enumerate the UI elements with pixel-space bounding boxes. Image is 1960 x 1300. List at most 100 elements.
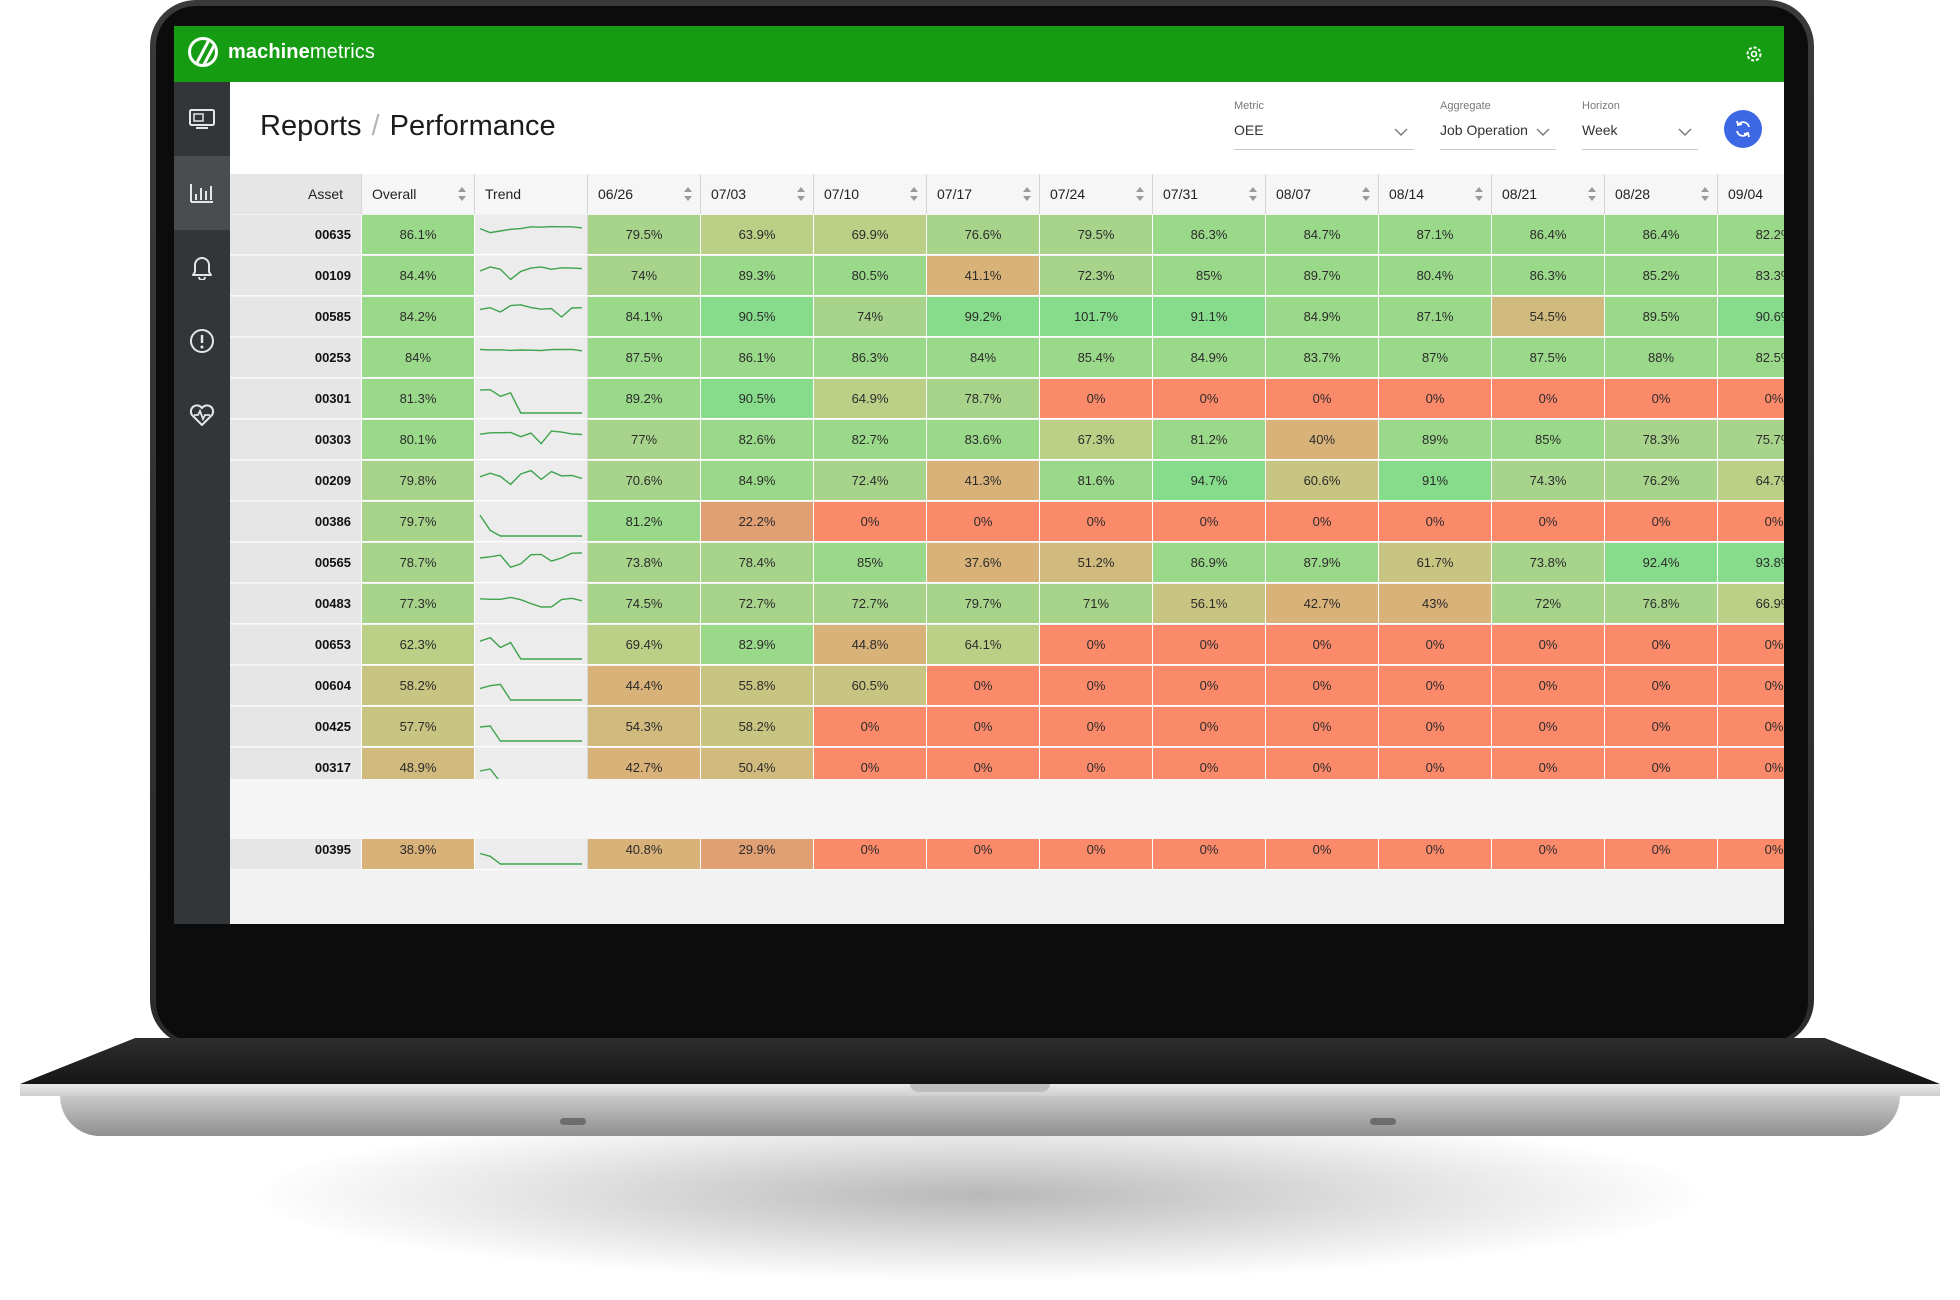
overall-cell: 84.4% — [362, 256, 475, 296]
table-row[interactable]: 00604 58.2% 44.4% 55.8% 60.5% 0% 0% 0% 0% 0% 0% 0% 0… — [230, 666, 1784, 707]
table-row[interactable]: 00386 79.7% 81.2% 22.2% 0% 0% 0% 0% 0% 0% 0% 0% 0% — [230, 502, 1784, 543]
week-value-cell: 37.6% — [927, 543, 1040, 583]
sort-icon[interactable] — [458, 187, 466, 201]
asset-cell[interactable]: 00585 — [230, 297, 362, 337]
week-value-cell: 22.2% — [701, 502, 814, 542]
sort-icon[interactable] — [910, 187, 918, 201]
week-value-cell: 82.2% — [1718, 215, 1784, 255]
week-value-cell: 0% — [1153, 666, 1266, 706]
asset-cell[interactable]: 00604 — [230, 666, 362, 706]
table-row[interactable]: 00301 81.3% 89.2% 90.5% 64.9% 78.7% 0% 0% 0% 0% 0%… — [230, 379, 1784, 420]
asset-cell[interactable]: 00109 — [230, 256, 362, 296]
sort-icon[interactable] — [1362, 187, 1370, 201]
sort-icon[interactable] — [1023, 187, 1031, 201]
nav-item-health[interactable] — [174, 378, 230, 452]
week-value-cell: 42.7% — [1266, 584, 1379, 624]
week-value-cell: 0% — [927, 707, 1040, 747]
asset-cell[interactable]: 00386 — [230, 502, 362, 542]
week-value-cell: 89.7% — [1266, 256, 1379, 296]
sort-icon[interactable] — [1588, 187, 1596, 201]
chevron-down-icon — [1394, 128, 1408, 136]
week-value-cell: 0% — [1492, 379, 1605, 419]
breadcrumb-reports[interactable]: Reports — [260, 110, 362, 142]
column-header-label: 07/10 — [824, 186, 860, 202]
table-row[interactable]: 00209 79.8% 70.6% 84.9% 72.4% 41.3% 81.6% 94.7%… — [230, 461, 1784, 502]
table-row[interactable]: 00253 84% 87.5% 86.1% 86.3% 84% 85.4% 84.9% 83.7… — [230, 338, 1784, 379]
table-row[interactable]: 00425 57.7% 54.3% 58.2% 0% 0% 0% 0% 0% 0% 0% 0% 0% — [230, 707, 1784, 748]
asset-cell[interactable]: 00303 — [230, 420, 362, 460]
column-header[interactable]: 07/10 — [814, 174, 927, 214]
week-value-cell: 66.9% — [1718, 584, 1784, 624]
week-value-cell: 61.7% — [1379, 543, 1492, 583]
asset-cell[interactable]: 00425 — [230, 707, 362, 747]
horizon-select[interactable]: Horizon Week — [1582, 100, 1698, 150]
asset-cell[interactable]: 00635 — [230, 215, 362, 255]
sort-icon[interactable] — [1249, 187, 1257, 201]
nav-item-reports[interactable] — [174, 156, 230, 230]
column-header[interactable]: 07/24 — [1040, 174, 1153, 214]
sort-icon[interactable] — [684, 187, 692, 201]
refresh-button[interactable] — [1724, 110, 1762, 148]
column-header[interactable]: 07/31 — [1153, 174, 1266, 214]
week-value-cell: 88% — [1605, 338, 1718, 378]
week-value-cell: 74.3% — [1492, 461, 1605, 501]
sort-icon[interactable] — [1136, 187, 1144, 201]
trend-sparkline — [475, 584, 588, 624]
nav-item-machines[interactable] — [174, 82, 230, 156]
table-row[interactable]: 00565 78.7% 73.8% 78.4% 85% 37.6% 51.2% 86.9% 87… — [230, 543, 1784, 584]
column-header[interactable]: 06/26 — [588, 174, 701, 214]
column-header[interactable]: 08/21 — [1492, 174, 1605, 214]
week-value-cell: 85.4% — [1040, 338, 1153, 378]
week-value-cell: 90.5% — [701, 297, 814, 337]
week-value-cell: 0% — [1379, 625, 1492, 665]
week-value-cell: 87.1% — [1379, 297, 1492, 337]
table-row[interactable]: 00585 84.2% 84.1% 90.5% 74% 99.2% 101.7% 91.1% 8… — [230, 297, 1784, 338]
asset-cell[interactable]: 00565 — [230, 543, 362, 583]
sort-icon[interactable] — [1475, 187, 1483, 201]
metric-label: Metric — [1234, 100, 1264, 112]
week-value-cell: 86.4% — [1605, 215, 1718, 255]
week-value-cell: 76.8% — [1605, 584, 1718, 624]
column-header[interactable]: 07/03 — [701, 174, 814, 214]
week-value-cell: 101.7% — [1040, 297, 1153, 337]
nav-item-notifications[interactable] — [174, 230, 230, 304]
table-row[interactable]: 00635 86.1% 79.5% 63.9% 69.9% 76.6% 79.5% 86.3%… — [230, 215, 1784, 256]
week-value-cell: 86.3% — [1492, 256, 1605, 296]
week-value-cell: 64.1% — [927, 625, 1040, 665]
table-row[interactable]: 00483 77.3% 74.5% 72.7% 72.7% 79.7% 71% 56.1% 42… — [230, 584, 1784, 625]
column-header[interactable]: 09/04 — [1718, 174, 1784, 214]
column-header[interactable]: Asset — [230, 174, 362, 214]
logo-mark-icon — [188, 37, 218, 67]
week-value-cell: 86.9% — [1153, 543, 1266, 583]
column-header[interactable]: Overall — [362, 174, 475, 214]
asset-cell[interactable]: 00483 — [230, 584, 362, 624]
brand-logo[interactable]: machinemetrics — [188, 37, 375, 67]
week-value-cell: 0% — [1379, 707, 1492, 747]
overall-cell: 78.7% — [362, 543, 475, 583]
sort-icon[interactable] — [1701, 187, 1709, 201]
week-value-cell: 72.7% — [814, 584, 927, 624]
alert-circle-icon — [190, 329, 214, 353]
asset-cell[interactable]: 00209 — [230, 461, 362, 501]
column-header[interactable]: 08/28 — [1605, 174, 1718, 214]
table-row[interactable]: 00653 62.3% 69.4% 82.9% 44.8% 64.1% 0% 0% 0% 0% 0%… — [230, 625, 1784, 666]
metric-select[interactable]: Metric OEE — [1234, 100, 1414, 150]
gear-icon[interactable] — [1742, 42, 1766, 66]
nav-item-alerts[interactable] — [174, 304, 230, 378]
column-header[interactable]: 08/07 — [1266, 174, 1379, 214]
asset-cell[interactable]: 00253 — [230, 338, 362, 378]
table-row[interactable]: 00303 80.1% 77% 82.6% 82.7% 83.6% 67.3% 81.2% 40… — [230, 420, 1784, 461]
table-row[interactable]: 00109 84.4% 74% 89.3% 80.5% 41.1% 72.3% 85% 89.7… — [230, 256, 1784, 297]
sort-icon[interactable] — [797, 187, 805, 201]
asset-cell[interactable]: 00653 — [230, 625, 362, 665]
asset-cell[interactable]: 00301 — [230, 379, 362, 419]
column-header-label: 08/14 — [1389, 186, 1425, 202]
trend-sparkline — [475, 502, 588, 542]
aggregate-select[interactable]: Aggregate Job Operation — [1440, 100, 1556, 150]
week-value-cell: 72.4% — [814, 461, 927, 501]
week-value-cell: 85.2% — [1605, 256, 1718, 296]
trend-sparkline — [475, 256, 588, 296]
column-header[interactable]: 07/17 — [927, 174, 1040, 214]
column-header[interactable]: 08/14 — [1379, 174, 1492, 214]
bar-chart-icon — [190, 184, 213, 203]
